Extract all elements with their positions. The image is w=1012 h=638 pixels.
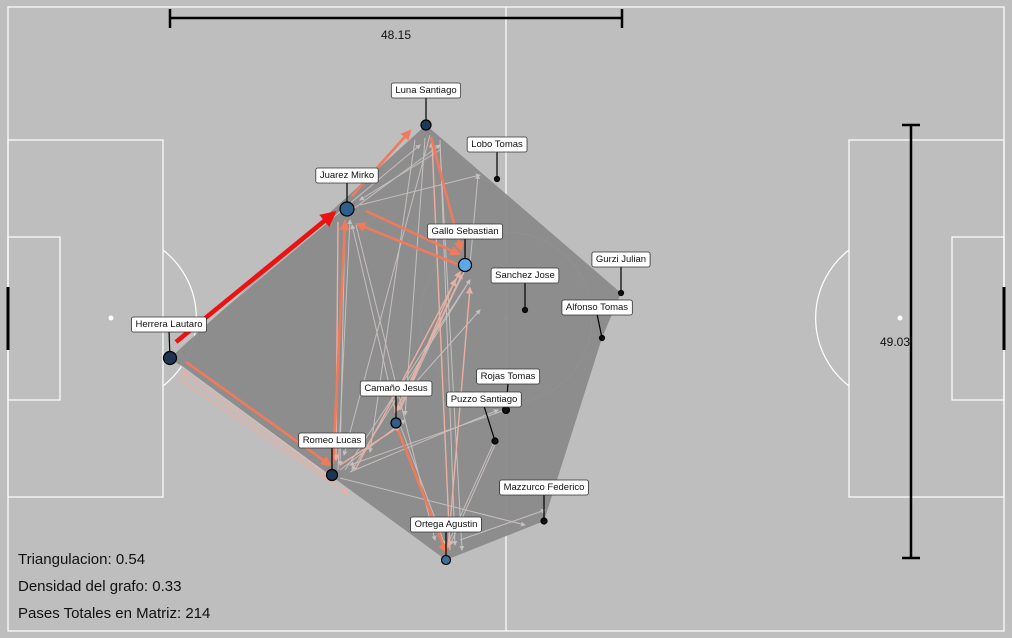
- player-name-box: [466, 136, 528, 153]
- player-node-lobo: Lobo Tomas: [466, 136, 528, 183]
- right-goal-area: [951, 236, 1005, 401]
- player-name-box: [561, 299, 633, 316]
- right-penalty-box: [848, 139, 1005, 498]
- players-layer: Luna Santiago Lobo Tomas Juarez Mirko Gallo…: [131, 82, 651, 566]
- player-node-sanchez: Sanchez Jose: [490, 267, 560, 314]
- player-name-label: Gurzi Julian: [596, 254, 646, 265]
- player-name-label: Rojas Tomas: [481, 371, 536, 382]
- player-name-box: [131, 316, 207, 333]
- player-node-luna: Luna Santiago: [390, 82, 462, 131]
- player-marker: [420, 119, 432, 131]
- density-value: 0.33: [152, 578, 182, 595]
- player-name-box: [499, 479, 589, 496]
- triangulation-value: 0.54: [115, 551, 146, 568]
- player-marker: [162, 350, 178, 366]
- left-penalty-spot: [108, 315, 114, 321]
- player-name-box: [359, 380, 433, 397]
- left-goal-area: [7, 236, 61, 401]
- player-name-label: Herrera Lautaro: [135, 319, 202, 330]
- player-name-box: [427, 223, 503, 240]
- player-marker: [457, 257, 473, 273]
- player-name-label: Gallo Sebastian: [431, 226, 498, 237]
- triangulation-stat: Triangulacion: 0.54: [18, 551, 145, 568]
- player-node-rojas: Rojas Tomas: [476, 368, 541, 415]
- player-name-box: [476, 368, 541, 385]
- total-passes-stat: Pases Totales en Matriz: 214: [18, 605, 210, 622]
- player-name-box: [591, 251, 651, 268]
- player-node-camano: Camaño Jesus: [359, 380, 433, 429]
- player-node-alfonso: Alfonso Tomas: [561, 299, 633, 342]
- player-node-mazzurco: Mazzurco Federico: [499, 479, 589, 525]
- total-passes-value: 214: [185, 605, 211, 622]
- player-name-label: Juarez Mirko: [320, 170, 374, 181]
- player-label-stem: [483, 405, 496, 442]
- player-label-stem: [596, 313, 603, 339]
- player-marker: [598, 334, 606, 342]
- density-label: Densidad del grafo:: [18, 578, 149, 595]
- player-name-box: [410, 516, 482, 533]
- player-node-gurzi: Gurzi Julian: [591, 251, 651, 297]
- player-marker: [493, 175, 501, 183]
- right-penalty-spot: [897, 315, 903, 321]
- height-scale-label: 49.03: [880, 335, 910, 349]
- height-scale-bar: [902, 123, 920, 560]
- player-name-label: Lobo Tomas: [471, 139, 523, 150]
- right-penalty-arc: [815, 249, 850, 387]
- player-name-box: [490, 267, 560, 284]
- triangulation-label: Triangulacion:: [18, 551, 112, 568]
- player-node-juarez: Juarez Mirko: [315, 167, 379, 217]
- player-marker: [501, 405, 511, 415]
- player-name-label: Puzzo Santiago: [451, 394, 518, 405]
- player-name-box: [390, 82, 462, 99]
- width-scale-label: 48.15: [381, 28, 411, 42]
- width-scale-bar: [168, 9, 624, 28]
- player-node-puzzo: Puzzo Santiago: [446, 391, 522, 445]
- player-name-label: Luna Santiago: [395, 85, 456, 96]
- player-name-box: [446, 391, 522, 408]
- player-name-label: Alfonso Tomas: [566, 302, 628, 313]
- player-name-box: [315, 167, 379, 184]
- player-marker: [491, 437, 499, 445]
- player-marker: [440, 554, 452, 566]
- player-marker: [390, 417, 402, 429]
- player-marker: [521, 306, 529, 314]
- player-name-box: [298, 432, 366, 449]
- player-node-romeo: Romeo Lucas: [298, 432, 366, 482]
- player-marker: [617, 289, 625, 297]
- player-name-label: Romeo Lucas: [303, 435, 362, 446]
- player-marker: [540, 517, 548, 525]
- player-node-herrera: Herrera Lautaro: [131, 316, 207, 366]
- player-node-ortega: Ortega Agustin: [410, 516, 482, 566]
- total-passes-label: Pases Totales en Matriz:: [18, 605, 182, 622]
- player-marker: [325, 468, 339, 482]
- player-node-gallo: Gallo Sebastian: [427, 223, 503, 273]
- player-name-label: Sanchez Jose: [495, 270, 555, 281]
- player-name-label: Ortega Agustin: [415, 519, 478, 530]
- player-marker: [339, 201, 355, 217]
- player-name-label: Mazzurco Federico: [504, 482, 585, 493]
- density-stat: Densidad del grafo: 0.33: [18, 578, 181, 595]
- player-name-label: Camaño Jesus: [364, 383, 428, 394]
- team-convex-hull: [170, 125, 621, 560]
